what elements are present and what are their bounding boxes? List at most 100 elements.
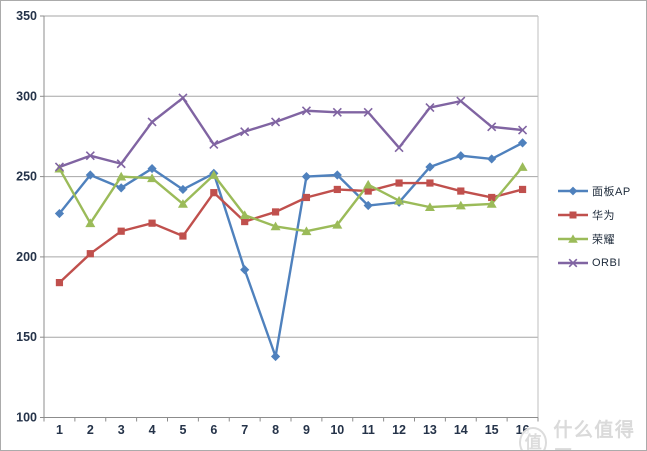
series-line-honor [58, 165, 524, 233]
series-orbi-point-4-marker [147, 117, 157, 127]
series-panel-ap-point-7-marker [240, 265, 250, 275]
series-orbi-point-15-marker [487, 122, 497, 132]
series-honor-point-2-marker [85, 218, 96, 228]
series-orbi-point-7-marker [240, 127, 250, 137]
legend-triangle-icon [558, 234, 588, 243]
x-axis-label-15: 15 [485, 423, 499, 437]
chart-legend: 面板AP 华为荣耀 ORBI [557, 179, 631, 275]
series-orbi-point-14-marker [456, 96, 466, 106]
x-axis-label-16: 16 [516, 423, 530, 437]
series-panel-ap-point-2-marker [85, 170, 95, 180]
series-honor-point-14-marker [455, 200, 466, 210]
series-honor-point-10-marker [332, 219, 343, 229]
series-huawei-point-3-marker [117, 227, 125, 235]
series-panel-ap-point-5-marker [178, 184, 188, 195]
legend-label-orbi: ORBI [592, 257, 621, 269]
legend-label-panel-ap: 面板AP [592, 186, 631, 198]
x-axis-label-14: 14 [454, 423, 468, 437]
series-orbi-point-12-marker [394, 143, 404, 153]
x-axis-label-12: 12 [392, 423, 406, 437]
series-huawei-point-13-marker [426, 179, 434, 187]
series-honor-point-6-marker [208, 170, 219, 179]
series-line-orbi [58, 96, 524, 169]
series-huawei-point-12-marker [395, 179, 403, 187]
x-axis-label-1: 1 [56, 423, 63, 437]
series-panel-ap-point-3-marker [116, 183, 126, 193]
x-axis-label-13: 13 [423, 423, 437, 437]
legend-item-honor: 荣耀 [557, 227, 631, 251]
series-honor-point-5-marker [177, 199, 188, 208]
series-panel-ap-point-9-marker [301, 172, 312, 182]
legend-diamond-icon [558, 186, 588, 196]
x-axis-label-10: 10 [330, 423, 344, 437]
series-orbi-point-16-marker [517, 125, 528, 135]
series-orbi-point-3-marker [116, 159, 126, 169]
series-huawei-point-5-marker [179, 232, 187, 240]
y-axis-label-250: 250 [16, 170, 37, 184]
series-honor-point-15-marker [486, 199, 497, 208]
series-orbi-point-5-marker [178, 93, 188, 103]
series-honor-point-16-marker [517, 162, 528, 171]
legend-item-huawei: 华为 [557, 203, 631, 227]
y-axis-label-350: 350 [16, 9, 37, 23]
x-axis-label-9: 9 [303, 423, 310, 437]
series-panel-ap-point-16-marker [517, 138, 528, 148]
series-huawei-point-4-marker [148, 219, 156, 227]
x-axis-label-8: 8 [272, 423, 279, 437]
series-panel-ap-point-8-marker [270, 351, 281, 362]
series-line-panel-ap [58, 141, 524, 358]
series-honor-point-11-marker [363, 179, 374, 189]
series-huawei-point-7-marker [241, 217, 249, 226]
x-axis-label-7: 7 [241, 423, 248, 437]
legend-item-panel-ap: 面板AP [557, 179, 631, 203]
x-axis-label-5: 5 [179, 423, 186, 437]
series-panel-ap-point-4-marker [147, 163, 157, 174]
series-panel-ap-point-10-marker [332, 170, 342, 180]
y-axis-label-200: 200 [16, 250, 37, 264]
series-panel-ap-point-1-marker [54, 208, 65, 219]
series-panel-ap-point-15-marker [487, 154, 497, 164]
series-orbi-point-13-marker [425, 102, 435, 113]
x-axis-label-4: 4 [149, 423, 156, 437]
series-orbi-point-1-marker [54, 162, 65, 172]
series-honor-point-7-marker [239, 210, 250, 220]
x-axis-label-2: 2 [87, 423, 94, 437]
y-axis-label-300: 300 [16, 89, 37, 103]
series-huawei-point-10-marker [333, 185, 341, 194]
x-axis-label-11: 11 [362, 423, 375, 437]
y-axis-label-100: 100 [16, 411, 37, 425]
series-honor-point-9-marker [301, 226, 312, 236]
series-huawei-point-2-marker [86, 250, 94, 258]
series-orbi-point-6-marker [209, 139, 219, 150]
series-huawei-point-9-marker [302, 193, 311, 202]
series-huawei-point-8-marker [271, 208, 280, 216]
series-honor-point-13-marker [424, 202, 435, 212]
y-axis-label-150: 150 [16, 330, 37, 344]
legend-item-orbi: ORBI [557, 251, 631, 275]
series-panel-ap-point-14-marker [456, 151, 466, 161]
series-huawei-point-1-marker [55, 278, 64, 287]
series-orbi-point-8-marker [270, 117, 281, 127]
series-honor-point-4-marker [147, 173, 158, 183]
series-honor-point-8-marker [270, 221, 281, 231]
series-orbi-point-9-marker [301, 106, 312, 116]
series-huawei-point-14-marker [457, 187, 465, 195]
series-panel-ap-point-13-marker [425, 162, 435, 172]
series-huawei-point-6-marker [210, 189, 218, 197]
series-orbi-point-10-marker [332, 107, 342, 117]
series-line-huawei [58, 181, 524, 284]
series-panel-ap-point-11-marker [363, 200, 373, 211]
legend-label-honor: 荣耀 [592, 234, 615, 246]
legend-label-huawei: 华为 [592, 210, 615, 222]
series-huawei-point-16-marker [518, 185, 527, 194]
series-honor-point-12-marker [394, 195, 405, 205]
x-axis-label-3: 3 [118, 423, 125, 437]
legend-square-icon [558, 211, 588, 219]
series-huawei-point-15-marker [488, 193, 496, 202]
legend-x-icon [558, 258, 588, 268]
series-orbi-point-2-marker [85, 151, 95, 161]
series-huawei-point-11-marker [364, 187, 372, 195]
series-orbi-point-11-marker [363, 107, 373, 117]
